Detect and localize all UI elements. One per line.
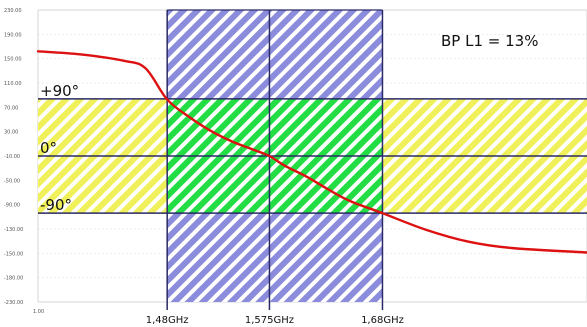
y-tick-labels: 230.00 190.00 150.00 110.00 70.00 30.00 -10.00… <box>4 8 23 306</box>
x-tick-label: 1.00 <box>33 309 44 315</box>
band-label: +90° <box>40 82 79 100</box>
y-tick-label: 150.00 <box>4 57 22 63</box>
band-label: -90° <box>40 196 72 214</box>
y-tick-label: -150.00 <box>4 251 23 257</box>
band-labels: +90° 0° -90° <box>40 82 79 214</box>
frequency-reference-lines <box>166 9 384 310</box>
y-tick-label: 30.00 <box>4 130 18 136</box>
y-tick-label: -130.00 <box>4 227 23 233</box>
y-tick-label: 110.00 <box>4 81 22 87</box>
frequency-labels: 1,48GHz 1,575GHz 1,68GHz <box>146 315 404 326</box>
band-label: 0° <box>40 139 57 157</box>
y-tick-label: 190.00 <box>4 32 22 38</box>
y-tick-label: -180.00 <box>4 276 23 282</box>
frequency-label: 1,68GHz <box>361 315 404 326</box>
phase-reference-lines <box>38 98 587 214</box>
y-tick-label: -50.00 <box>4 178 20 184</box>
y-tick-label: 70.00 <box>4 105 18 111</box>
phase-curve <box>36 50 587 254</box>
frequency-label: 1,48GHz <box>146 315 189 326</box>
frequency-label: 1,575GHz <box>245 315 294 326</box>
bandwidth-annotation: BP L1 = 13% <box>441 32 538 50</box>
y-tick-label: 230.00 <box>4 8 22 14</box>
frequency-band-blue <box>167 10 383 302</box>
y-tick-label: -10.00 <box>4 154 20 160</box>
phase-curve-line <box>36 50 587 254</box>
y-tick-label: -90.00 <box>4 203 20 209</box>
y-tick-label: -230.00 <box>4 300 23 306</box>
